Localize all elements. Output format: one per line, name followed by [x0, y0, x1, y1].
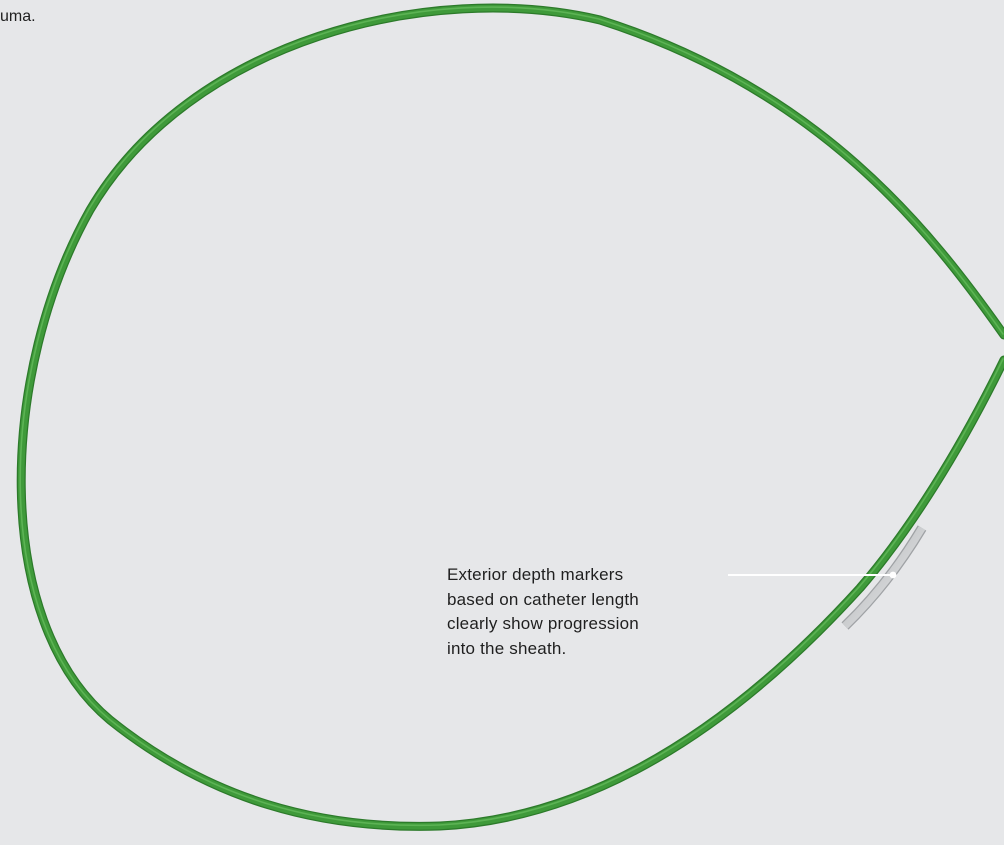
depth-marker-band	[841, 525, 927, 630]
callout-line: into the sheath.	[447, 638, 567, 658]
callout-line: Exterior depth markers	[447, 565, 624, 584]
callout-line: based on catheter length	[447, 589, 639, 609]
depth-marker-callout: Exterior depth markers based on catheter…	[447, 563, 717, 661]
callout-line: clearly show progression	[447, 614, 639, 633]
catheter-tube	[16, 3, 1004, 831]
callout-leader	[728, 571, 897, 579]
cropped-text-fragment: uma.	[0, 8, 36, 25]
